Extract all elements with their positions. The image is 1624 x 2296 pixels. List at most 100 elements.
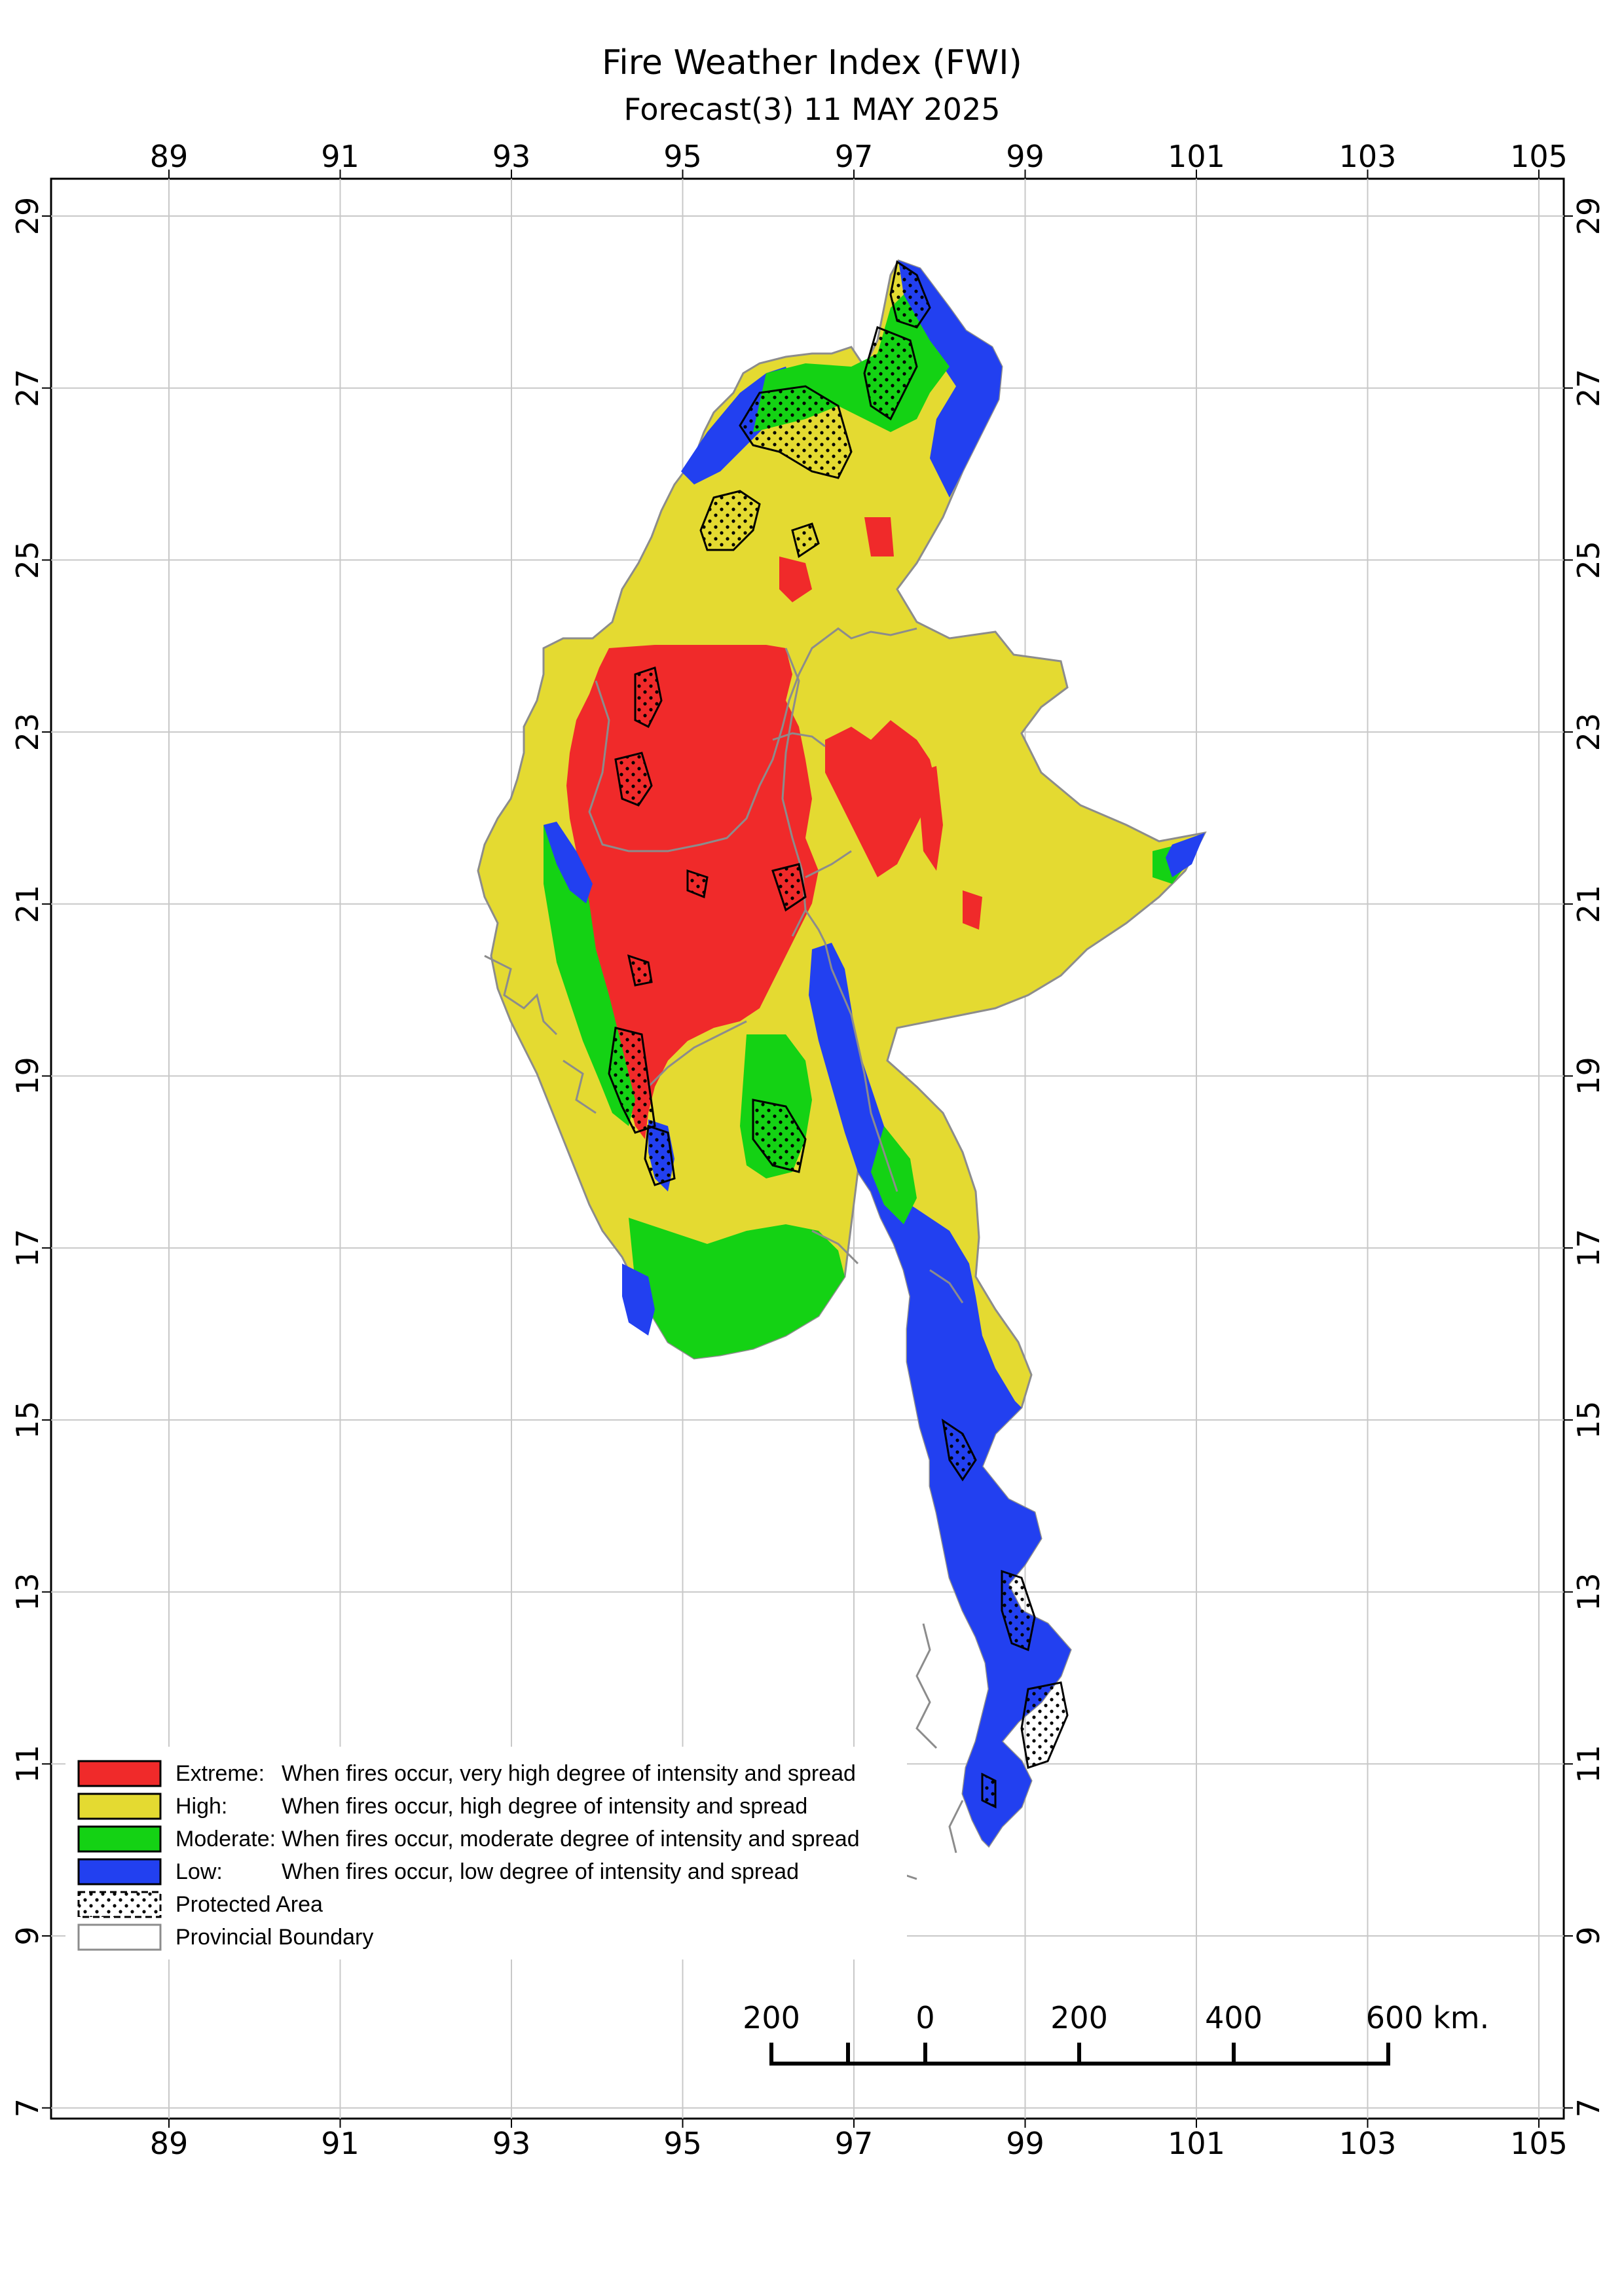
longitude-label-top: 95: [663, 139, 702, 174]
legend-label-boundary: Provincial Boundary: [175, 1925, 373, 1950]
latitude-label-right: 13: [1571, 1573, 1606, 1611]
protected-area: [752, 1099, 807, 1173]
protected-area: [627, 954, 653, 987]
protected-area: [739, 385, 853, 479]
protected-area: [771, 863, 807, 912]
fwi-low-rakhine: [544, 822, 593, 903]
scale-bar-label: 600 km.: [1366, 2000, 1490, 2035]
legend-swatch-extreme: [77, 1760, 162, 1787]
fwi-extreme-east-2: [917, 766, 943, 871]
longitude-label-top: 93: [492, 139, 531, 174]
latitude-label-left: 27: [10, 369, 45, 407]
longitude-label-bottom: 93: [492, 2126, 531, 2161]
longitude-label-bottom: 99: [1006, 2126, 1044, 2161]
legend-swatch-low: [77, 1858, 162, 1886]
latitude-label-left: 13: [10, 1573, 45, 1611]
fwi-moderate-east-border: [871, 1126, 917, 1224]
protected-area: [614, 752, 653, 807]
longitude-label-bottom: 89: [150, 2126, 189, 2161]
longitude-label-bottom: 91: [321, 2126, 360, 2161]
legend-description-low: When fires occur, low degree of intensit…: [282, 1859, 799, 1884]
fwi-low-delta: [622, 1264, 655, 1336]
longitude-label-top: 101: [1168, 139, 1225, 174]
legend-background: [65, 1747, 907, 1959]
longitude-label-top: 91: [321, 139, 360, 174]
protected-area: [686, 869, 709, 899]
fwi-low-shan-east: [1166, 833, 1205, 877]
longitude-label-top: 99: [1006, 139, 1044, 174]
latitude-label-left: 17: [10, 1229, 45, 1267]
legend-description-high: When fires occur, high degree of intensi…: [282, 1794, 807, 1819]
protected-area: [1020, 1681, 1069, 1769]
protected-area: [941, 1418, 977, 1482]
fwi-extreme-east-3: [963, 890, 982, 930]
axis-ticks: 8989919193939595979799991011011031031051…: [10, 139, 1606, 2161]
scale-bar: 200 0 200 400 600 km.: [743, 2000, 1489, 2066]
longitude-label-bottom: 95: [663, 2126, 702, 2161]
protected-areas: [608, 260, 1069, 1809]
scale-bar-label: 200: [743, 2000, 800, 2035]
latitude-label-left: 15: [10, 1401, 45, 1440]
scale-bar-label: 400: [1205, 2000, 1263, 2035]
longitude-label-top: 97: [835, 139, 874, 174]
legend-swatch-protected: [77, 1891, 162, 1918]
scale-bar-label: 0: [915, 2000, 934, 2035]
latitude-label-right: 7: [1571, 2098, 1606, 2117]
protected-area: [634, 666, 663, 729]
latitude-label-left: 21: [10, 885, 45, 924]
latitude-label-right: 27: [1571, 369, 1606, 407]
longitude-label-bottom: 97: [835, 2126, 874, 2161]
longitude-label-top: 89: [150, 139, 189, 174]
map-title: Fire Weather Index (FWI): [602, 43, 1022, 82]
protected-area: [699, 490, 761, 551]
longitude-label-top: 105: [1510, 139, 1568, 174]
coastal-islands: [484, 955, 964, 1880]
legend: Extreme: When fires occur, very high degr…: [65, 1747, 907, 1959]
latitude-label-right: 19: [1571, 1057, 1606, 1095]
legend-swatch-high: [77, 1793, 162, 1820]
legend-description-extreme: When fires occur, very high degree of in…: [282, 1761, 856, 1786]
protected-area: [791, 522, 820, 558]
latitude-label-right: 11: [1571, 1745, 1606, 1783]
latitude-label-right: 17: [1571, 1229, 1606, 1267]
legend-label-high: High:: [175, 1794, 227, 1819]
latitude-label-right: 23: [1571, 713, 1606, 752]
fwi-low-north: [898, 261, 1002, 498]
latitude-label-left: 25: [10, 541, 45, 579]
scale-bar-label: 200: [1050, 2000, 1108, 2035]
latitude-label-left: 9: [10, 1926, 45, 1945]
latitude-label-left: 11: [10, 1745, 45, 1783]
protected-area: [889, 260, 931, 329]
longitude-label-bottom: 103: [1339, 2126, 1397, 2161]
legend-label-extreme: Extreme:: [175, 1761, 265, 1786]
legend-swatch-moderate: [77, 1825, 162, 1853]
latitude-label-left: 29: [10, 197, 45, 236]
latitude-label-right: 15: [1571, 1401, 1606, 1440]
protected-area: [981, 1772, 997, 1809]
legend-label-moderate: Moderate:: [175, 1827, 276, 1851]
protected-area: [644, 1124, 676, 1186]
legend-swatch-boundary: [77, 1923, 162, 1951]
fwi-moderate-delta: [629, 1218, 845, 1358]
fwi-extreme-north-patch: [779, 556, 812, 602]
fwi-extreme-north-patch-2: [864, 517, 894, 556]
latitude-label-left: 23: [10, 713, 45, 752]
provincial-boundaries: [588, 627, 964, 1303]
protected-area: [1001, 1569, 1036, 1652]
latitude-label-right: 21: [1571, 885, 1606, 924]
legend-label-low: Low:: [175, 1859, 223, 1884]
legend-label-protected: Protected Area: [175, 1892, 323, 1917]
longitude-label-top: 103: [1339, 139, 1397, 174]
longitude-label-bottom: 105: [1510, 2126, 1568, 2161]
longitude-label-bottom: 101: [1168, 2126, 1225, 2161]
latitude-label-right: 9: [1571, 1926, 1606, 1945]
legend-description-moderate: When fires occur, moderate degree of int…: [282, 1827, 860, 1851]
protected-area: [608, 1027, 656, 1134]
latitude-label-left: 19: [10, 1057, 45, 1095]
latitude-label-right: 25: [1571, 541, 1606, 579]
fwi-extreme-east: [825, 720, 936, 877]
latitude-label-left: 7: [10, 2098, 45, 2117]
map-subtitle: Forecast(3) 11 MAY 2025: [623, 92, 1001, 127]
protected-area: [863, 325, 918, 421]
